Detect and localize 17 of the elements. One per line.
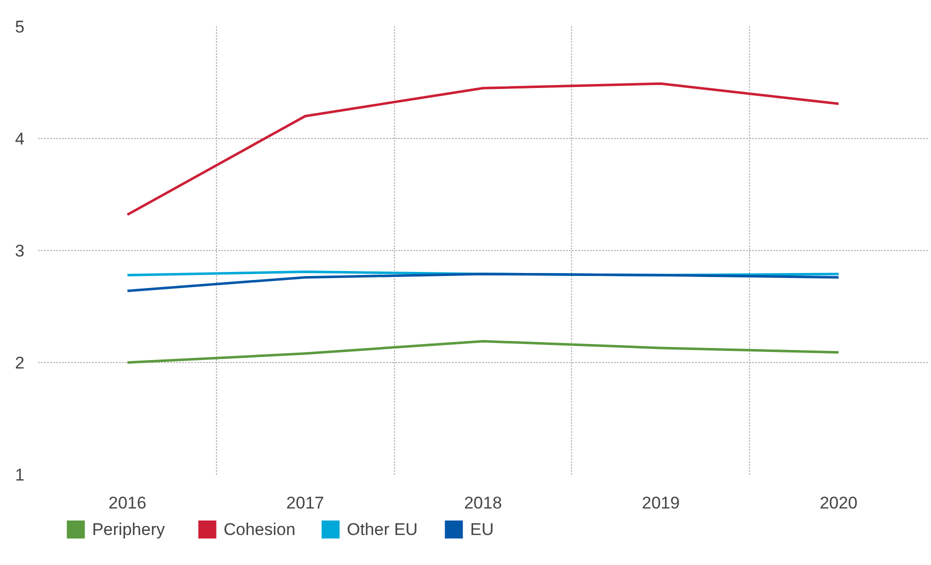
y-tick-label: 5	[15, 18, 25, 36]
x-tick-label: 2018	[464, 494, 502, 512]
y-tick-label: 3	[15, 242, 25, 260]
line-series	[126, 272, 840, 292]
legend-label: Periphery	[92, 520, 166, 539]
legend-label: Cohesion	[224, 520, 296, 539]
legend-label: EU	[470, 520, 494, 539]
x-tick-label: 2016	[108, 494, 146, 512]
x-tick-label: 2017	[286, 494, 324, 512]
y-tick-label: 1	[15, 466, 25, 484]
y-tick-label: 4	[15, 130, 25, 148]
legend-label: Other EU	[346, 520, 418, 539]
y-tick-label: 2	[15, 354, 25, 372]
x-tick-label: 2020	[820, 494, 858, 512]
x-tick-label: 2019	[642, 494, 680, 512]
line-series	[126, 82, 840, 216]
line-series	[126, 340, 840, 364]
